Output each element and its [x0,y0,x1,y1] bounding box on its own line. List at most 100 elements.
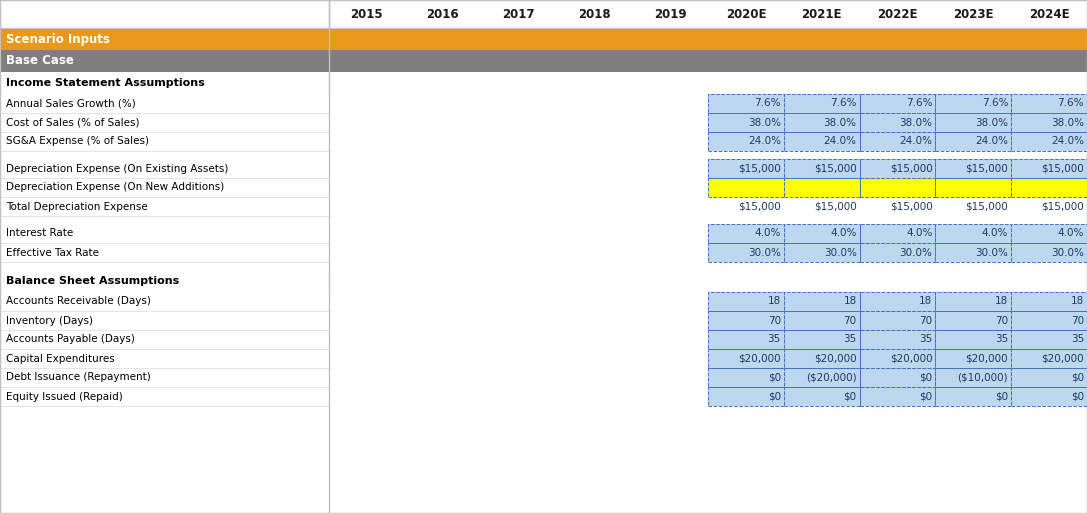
Bar [1011,311,1087,330]
Bar [1011,224,1087,243]
Bar [708,311,784,330]
Text: $0: $0 [920,372,933,383]
Text: $15,000: $15,000 [889,202,933,211]
Bar [860,349,936,368]
Text: 4.0%: 4.0% [982,228,1009,239]
Bar [1011,132,1087,151]
Text: 35: 35 [1071,334,1084,345]
Bar [860,311,936,330]
Bar [708,94,784,113]
Bar [860,178,936,197]
Text: 4.0%: 4.0% [907,228,933,239]
Bar [784,349,860,368]
Bar [0,178,1087,197]
Text: 2019: 2019 [653,8,686,21]
Text: Annual Sales Growth (%): Annual Sales Growth (%) [7,98,136,109]
Bar [784,113,860,132]
Bar [708,224,784,243]
Text: 24.0%: 24.0% [824,136,857,147]
Text: 4.0%: 4.0% [1058,228,1084,239]
Bar [860,292,936,311]
Bar [0,132,1087,151]
Bar [1011,132,1087,151]
Bar [784,368,860,387]
Text: 24.0%: 24.0% [975,136,1009,147]
Bar [860,349,936,368]
Bar [936,349,1011,368]
Text: 35: 35 [767,334,780,345]
Text: 2021E: 2021E [801,8,842,21]
Text: 2023E: 2023E [953,8,994,21]
Text: 70: 70 [995,315,1009,326]
Bar [1011,387,1087,406]
Bar [0,243,1087,262]
Text: 70: 70 [844,315,857,326]
Bar [708,387,784,406]
Text: 30.0%: 30.0% [824,247,857,258]
Text: Debt Issuance (Repayment): Debt Issuance (Repayment) [7,372,151,383]
Bar [1011,113,1087,132]
Text: 2016: 2016 [426,8,459,21]
Bar [860,330,936,349]
Text: 2022E: 2022E [877,8,917,21]
Bar [860,159,936,178]
Text: Scenario Inputs: Scenario Inputs [7,32,110,46]
Bar [936,292,1011,311]
Text: Income Statement Assumptions: Income Statement Assumptions [7,78,204,88]
Text: $15,000: $15,000 [889,164,933,173]
Bar [0,387,1087,406]
Bar [0,224,1087,243]
Bar [936,349,1011,368]
Bar [936,311,1011,330]
Text: 38.0%: 38.0% [975,117,1009,128]
Text: 30.0%: 30.0% [748,247,780,258]
Bar [784,132,860,151]
Bar [1011,243,1087,262]
Text: 30.0%: 30.0% [1051,247,1084,258]
Text: Inventory (Days): Inventory (Days) [7,315,93,326]
Bar [708,178,784,197]
Bar [936,243,1011,262]
Bar [784,330,860,349]
Text: 4.0%: 4.0% [754,228,780,239]
Bar [936,132,1011,151]
Bar [860,94,936,113]
Bar [860,292,936,311]
Text: 4.0%: 4.0% [830,228,857,239]
Bar [784,159,860,178]
Bar [784,292,860,311]
Text: 7.6%: 7.6% [830,98,857,109]
Text: $20,000: $20,000 [1041,353,1084,364]
Bar [708,113,784,132]
Text: $20,000: $20,000 [965,353,1009,364]
Bar [708,368,784,387]
Bar [936,159,1011,178]
Bar [784,243,860,262]
Bar [708,113,784,132]
Bar [1011,330,1087,349]
Bar [1011,159,1087,178]
Text: 2020E: 2020E [726,8,766,21]
Bar [784,349,860,368]
Bar [936,387,1011,406]
Bar [860,387,936,406]
Text: Interest Rate: Interest Rate [7,228,73,239]
Bar [1011,94,1087,113]
Bar [936,94,1011,113]
Text: Accounts Payable (Days): Accounts Payable (Days) [7,334,135,345]
Bar [708,387,784,406]
Text: 7.6%: 7.6% [754,98,780,109]
Bar [936,243,1011,262]
Bar [1011,311,1087,330]
Bar [784,368,860,387]
Text: $0: $0 [1071,391,1084,402]
Text: $0: $0 [844,391,857,402]
Bar [784,311,860,330]
Text: $15,000: $15,000 [1041,164,1084,173]
Bar [784,159,860,178]
Bar [1011,178,1087,197]
Text: 18: 18 [767,297,780,306]
Bar [936,368,1011,387]
Bar [936,330,1011,349]
Bar [1011,368,1087,387]
